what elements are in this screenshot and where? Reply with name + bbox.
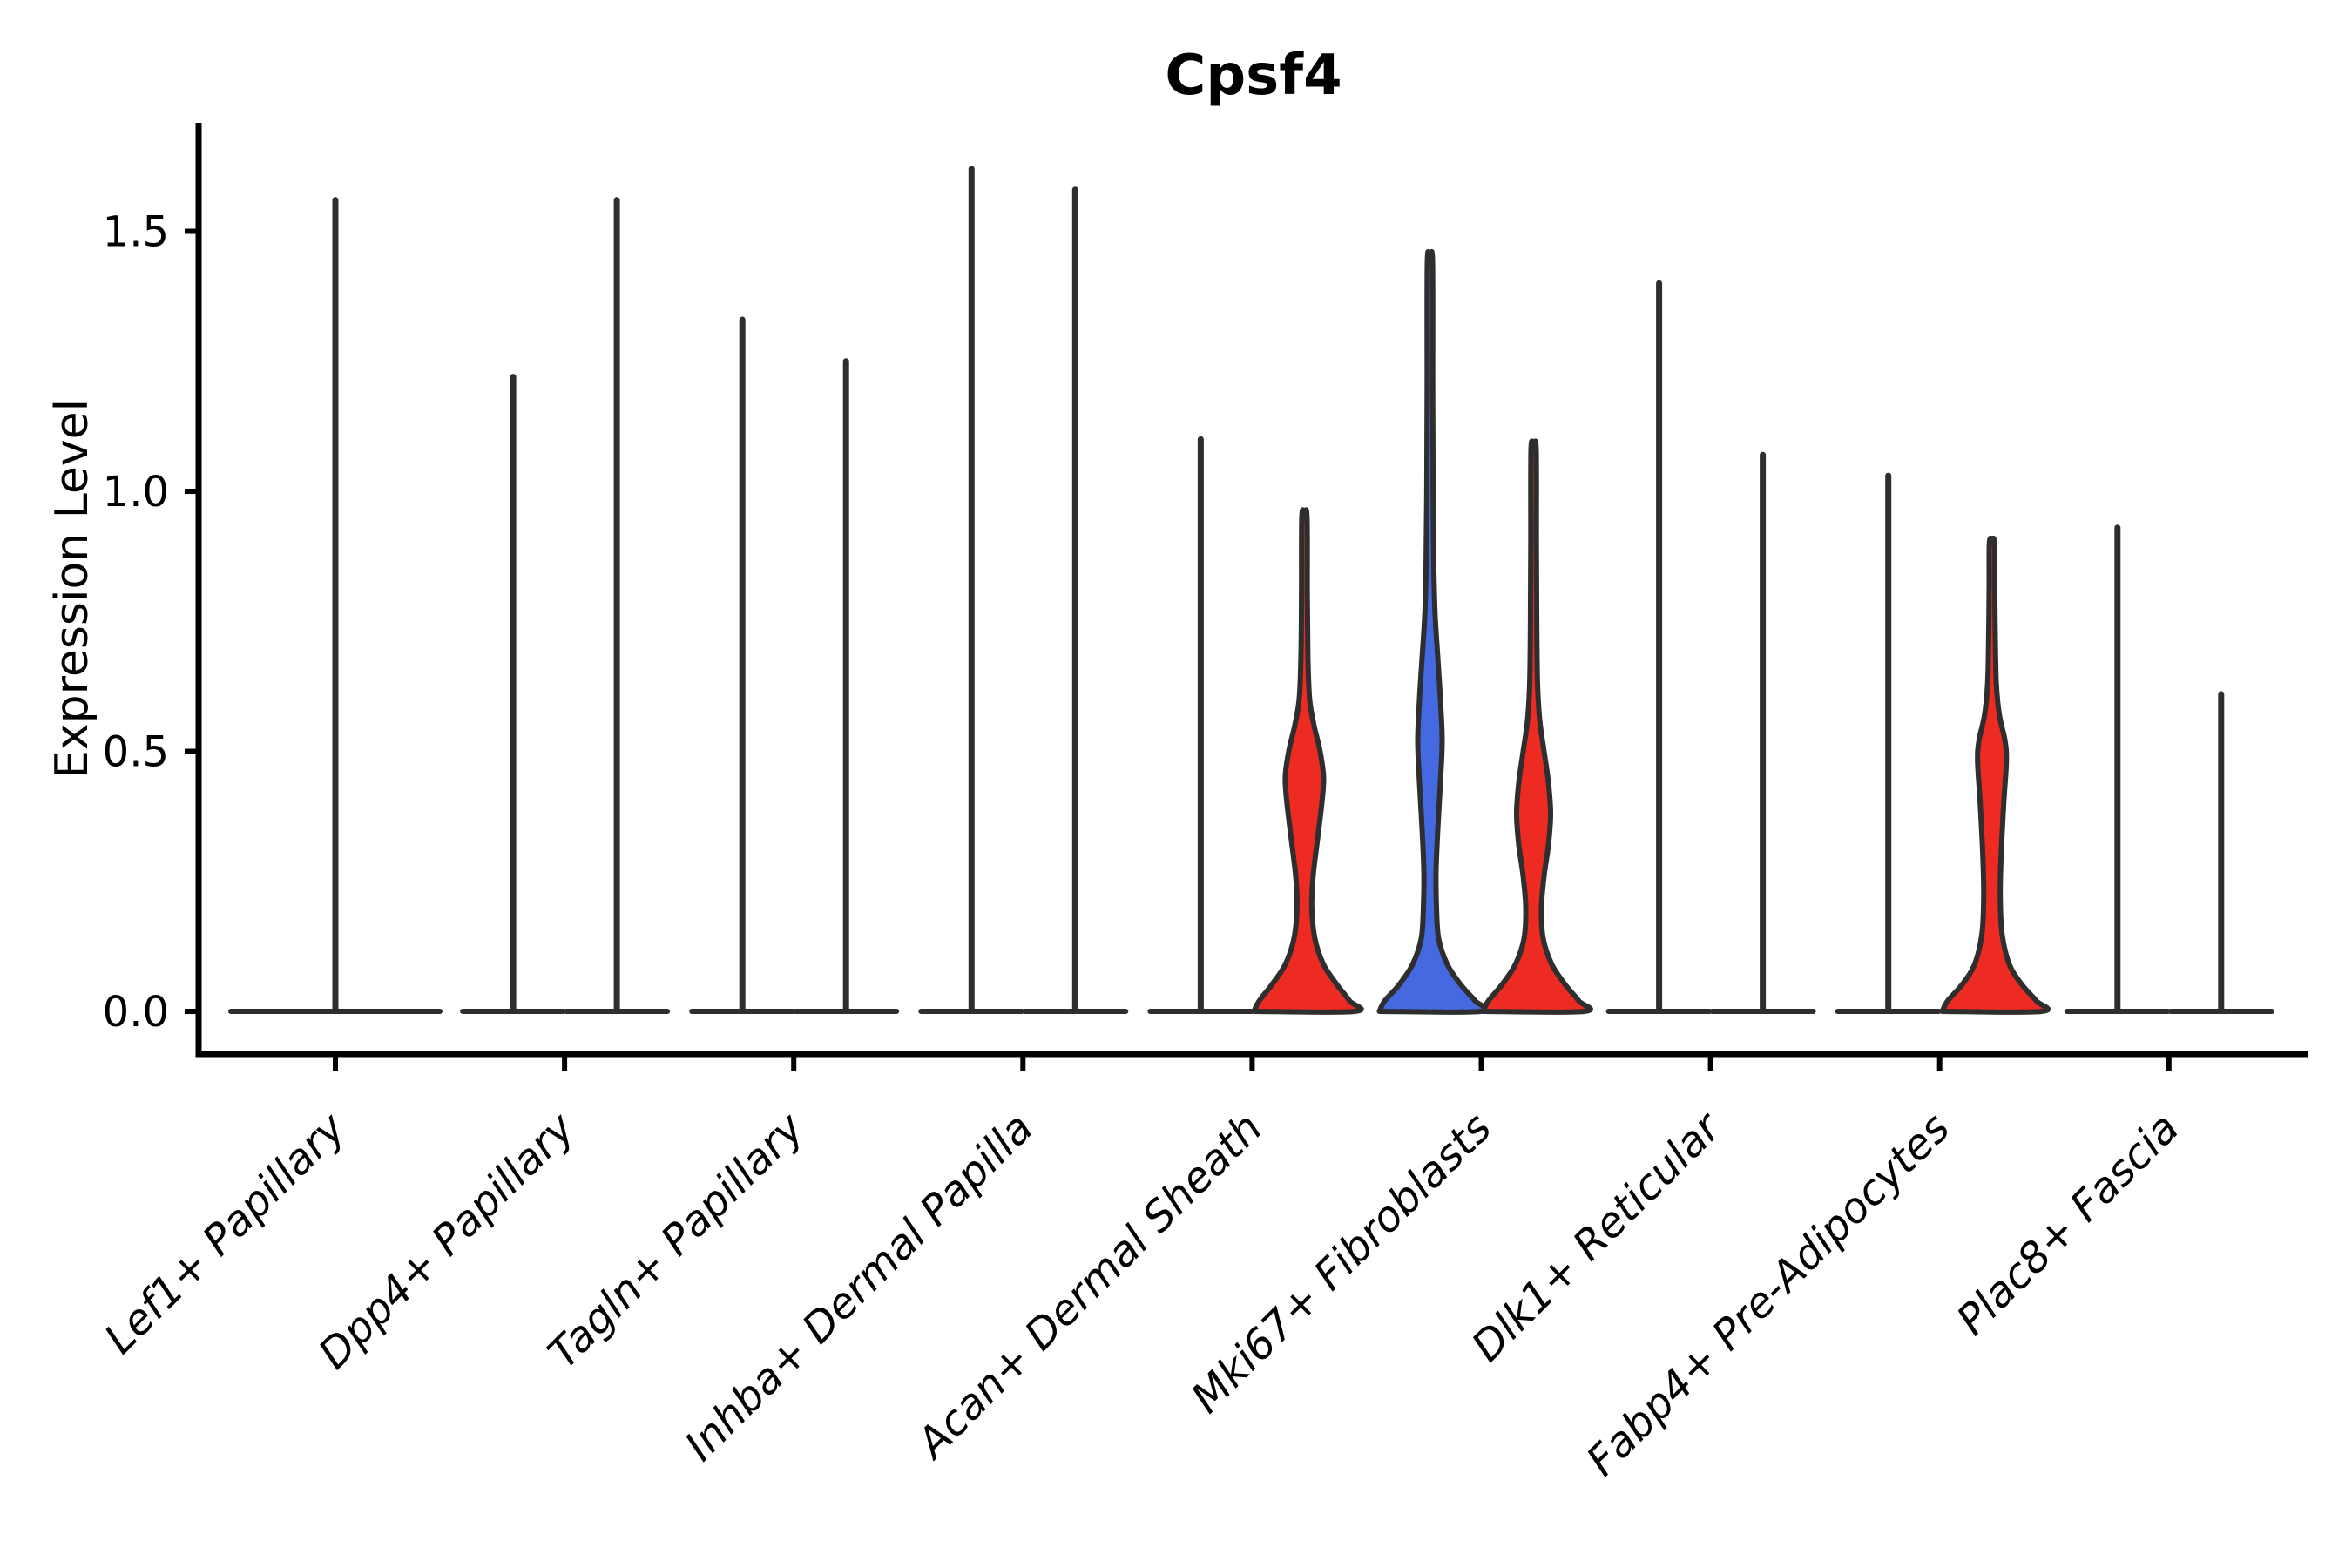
x-tick-label: Lef1+ Papillary (95, 1103, 355, 1363)
violin-red (1480, 438, 1593, 1015)
y-tick-label: 1.0 (103, 468, 169, 517)
y-axis-label: Expression Level (46, 399, 98, 779)
violin-red (1251, 507, 1364, 1015)
x-tick-label: Dpp4+ Papillary (309, 1103, 585, 1378)
y-tick-label: 0.0 (103, 988, 169, 1037)
x-tick-label: Tagln+ Papillary (538, 1103, 814, 1378)
y-tick-label: 1.5 (103, 208, 169, 257)
x-tick-label: Plac8+ Fascia (1948, 1104, 2189, 1345)
violin-red (1939, 535, 2051, 1015)
y-tick-label: 0.5 (103, 728, 169, 777)
chart-title: Cpsf4 (1165, 44, 1342, 108)
x-tick-label: Fabp4+ Pre-Adipocytes (1578, 1104, 1960, 1486)
violin-blue (1376, 248, 1490, 1015)
x-tick-label: Dlk1+ Reticular (1463, 1102, 1733, 1372)
